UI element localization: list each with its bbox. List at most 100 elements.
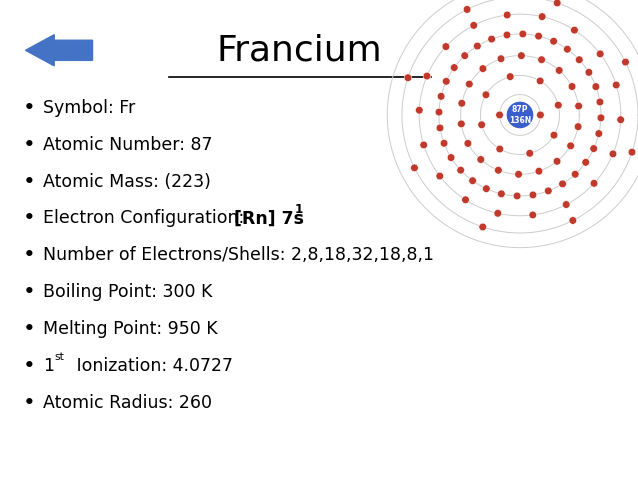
Ellipse shape bbox=[440, 139, 448, 147]
Ellipse shape bbox=[457, 120, 465, 128]
Text: Atomic Mass: (223): Atomic Mass: (223) bbox=[43, 172, 211, 191]
Text: Number of Electrons/Shells: 2,8,18,32,18,8,1: Number of Electrons/Shells: 2,8,18,32,18… bbox=[43, 246, 434, 264]
Ellipse shape bbox=[506, 101, 534, 129]
Ellipse shape bbox=[517, 52, 525, 59]
Ellipse shape bbox=[514, 192, 521, 200]
FancyArrow shape bbox=[26, 35, 93, 66]
Ellipse shape bbox=[550, 37, 558, 45]
Ellipse shape bbox=[515, 171, 523, 178]
Ellipse shape bbox=[466, 80, 473, 88]
Ellipse shape bbox=[585, 68, 593, 76]
Ellipse shape bbox=[567, 142, 574, 149]
Text: •: • bbox=[22, 171, 35, 192]
Ellipse shape bbox=[529, 211, 537, 219]
Text: 1: 1 bbox=[295, 203, 303, 217]
Ellipse shape bbox=[470, 22, 478, 29]
Ellipse shape bbox=[479, 65, 487, 72]
Ellipse shape bbox=[473, 42, 481, 50]
Text: Atomic Number: 87: Atomic Number: 87 bbox=[43, 136, 213, 154]
Ellipse shape bbox=[435, 108, 443, 116]
Ellipse shape bbox=[590, 180, 598, 187]
Ellipse shape bbox=[538, 56, 545, 64]
Ellipse shape bbox=[469, 177, 477, 184]
Text: •: • bbox=[22, 393, 35, 413]
Text: Ionization: 4.0727: Ionization: 4.0727 bbox=[71, 357, 233, 375]
Ellipse shape bbox=[544, 187, 552, 194]
Text: •: • bbox=[22, 356, 35, 376]
Ellipse shape bbox=[553, 0, 561, 7]
Ellipse shape bbox=[526, 149, 533, 157]
Ellipse shape bbox=[597, 50, 604, 57]
Ellipse shape bbox=[563, 46, 571, 53]
Ellipse shape bbox=[612, 81, 620, 89]
Ellipse shape bbox=[596, 98, 604, 106]
Ellipse shape bbox=[420, 141, 427, 149]
Ellipse shape bbox=[559, 180, 567, 188]
Ellipse shape bbox=[462, 196, 470, 204]
Ellipse shape bbox=[442, 78, 450, 85]
Ellipse shape bbox=[494, 209, 501, 217]
Ellipse shape bbox=[507, 73, 514, 80]
Ellipse shape bbox=[423, 72, 431, 80]
Text: Electron Configuration:: Electron Configuration: bbox=[43, 209, 261, 228]
Ellipse shape bbox=[595, 130, 603, 137]
Ellipse shape bbox=[463, 6, 471, 13]
Text: •: • bbox=[22, 245, 35, 265]
Ellipse shape bbox=[592, 83, 600, 91]
Text: Boiling Point: 300 K: Boiling Point: 300 K bbox=[43, 283, 212, 301]
Ellipse shape bbox=[555, 67, 563, 74]
Ellipse shape bbox=[411, 164, 419, 171]
Ellipse shape bbox=[575, 102, 582, 110]
Text: •: • bbox=[22, 319, 35, 339]
Ellipse shape bbox=[621, 58, 629, 66]
Text: •: • bbox=[22, 208, 35, 228]
Ellipse shape bbox=[447, 154, 455, 161]
Text: st: st bbox=[55, 353, 64, 362]
Ellipse shape bbox=[437, 92, 445, 100]
Ellipse shape bbox=[415, 106, 423, 114]
Ellipse shape bbox=[574, 123, 582, 130]
Ellipse shape bbox=[503, 11, 511, 19]
Ellipse shape bbox=[442, 43, 450, 50]
Ellipse shape bbox=[482, 91, 490, 99]
Ellipse shape bbox=[436, 172, 443, 180]
Ellipse shape bbox=[554, 102, 562, 109]
Text: Symbol: Fr: Symbol: Fr bbox=[43, 99, 136, 117]
Ellipse shape bbox=[553, 158, 561, 165]
Ellipse shape bbox=[538, 13, 546, 21]
Ellipse shape bbox=[572, 171, 579, 178]
Ellipse shape bbox=[496, 145, 503, 153]
Ellipse shape bbox=[479, 223, 487, 231]
Text: Melting Point: 950 K: Melting Point: 950 K bbox=[43, 320, 218, 338]
Ellipse shape bbox=[498, 190, 505, 198]
Ellipse shape bbox=[503, 31, 511, 39]
Ellipse shape bbox=[404, 74, 412, 81]
Ellipse shape bbox=[477, 156, 485, 163]
Ellipse shape bbox=[488, 35, 496, 43]
Text: 1: 1 bbox=[43, 357, 54, 375]
Ellipse shape bbox=[590, 145, 598, 152]
Ellipse shape bbox=[535, 167, 543, 175]
Ellipse shape bbox=[537, 111, 544, 119]
Ellipse shape bbox=[609, 150, 617, 158]
Ellipse shape bbox=[497, 55, 505, 63]
Ellipse shape bbox=[597, 114, 605, 122]
Ellipse shape bbox=[569, 217, 577, 224]
Ellipse shape bbox=[458, 100, 466, 107]
Ellipse shape bbox=[529, 191, 537, 199]
Ellipse shape bbox=[582, 159, 590, 166]
Text: 87P
136N: 87P 136N bbox=[509, 105, 531, 125]
Ellipse shape bbox=[570, 26, 578, 34]
Ellipse shape bbox=[464, 139, 471, 147]
Text: Francium: Francium bbox=[217, 34, 383, 67]
Ellipse shape bbox=[519, 30, 526, 38]
Ellipse shape bbox=[568, 83, 576, 91]
Ellipse shape bbox=[575, 56, 583, 64]
Ellipse shape bbox=[457, 166, 464, 174]
Text: •: • bbox=[22, 135, 35, 155]
Text: Atomic Radius: 260: Atomic Radius: 260 bbox=[43, 394, 212, 412]
Ellipse shape bbox=[617, 116, 625, 124]
Ellipse shape bbox=[478, 121, 486, 128]
Ellipse shape bbox=[450, 64, 458, 71]
Ellipse shape bbox=[494, 166, 502, 174]
